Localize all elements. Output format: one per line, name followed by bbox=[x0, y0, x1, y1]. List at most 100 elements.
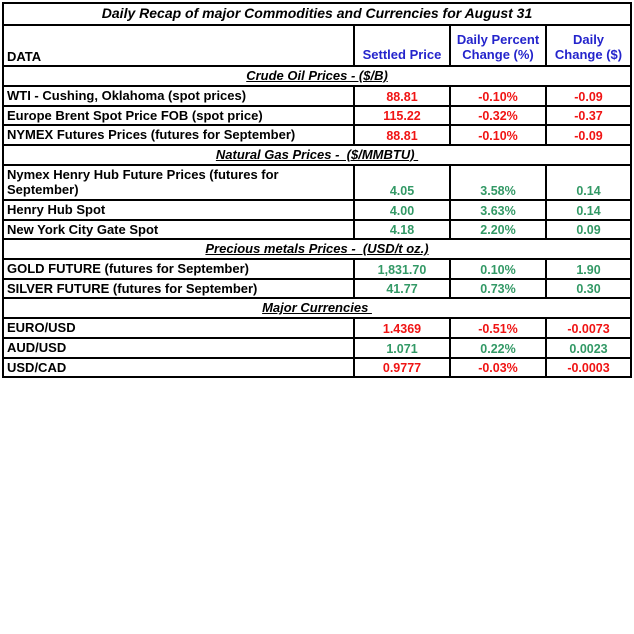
daily-change-value: -0.09 bbox=[574, 128, 603, 143]
daily-change-cell: -0.0073 bbox=[544, 317, 633, 339]
row-label: NYMEX Futures Prices (futures for Septem… bbox=[2, 124, 355, 146]
row-label: New York City Gate Spot bbox=[2, 218, 355, 241]
daily-change-cell: 0.30 bbox=[544, 277, 633, 300]
settled-price-value: 88.81 bbox=[386, 128, 418, 143]
percent-change-cell: -0.51% bbox=[449, 317, 547, 339]
settled-price-cell: 4.18 bbox=[353, 218, 451, 241]
settled-price-cell: 115.22 bbox=[353, 104, 451, 127]
section-cell: Precious metals Prices - (USD/t oz.) bbox=[1, 238, 633, 261]
daily-change-cell: -0.09 bbox=[544, 85, 633, 107]
daily-change-cell: -0.09 bbox=[544, 124, 633, 146]
table-row-brent: Europe Brent Spot Price FOB (spot price)… bbox=[2, 104, 633, 127]
settled-price-value: 1.4369 bbox=[382, 321, 422, 336]
settled-price-value: 4.00 bbox=[389, 203, 415, 218]
settled-price-cell: 0.9777 bbox=[353, 356, 451, 379]
settled-price-cell: 41.77 bbox=[353, 277, 451, 300]
daily-change-cell: 0.0023 bbox=[544, 336, 633, 359]
percent-change-cell: 2.20% bbox=[449, 218, 547, 241]
row-label: USD/CAD bbox=[2, 356, 355, 379]
table-row-nyc-gate-spot: New York City Gate Spot 4.18 2.20% 0.09 bbox=[2, 218, 633, 241]
table-row-nymex-futures: NYMEX Futures Prices (futures for Septem… bbox=[2, 124, 633, 146]
percent-change-value: 3.58% bbox=[480, 183, 516, 198]
table-row-gold-future: GOLD FUTURE (futures for September) 1,83… bbox=[2, 258, 633, 280]
daily-change-value: 0.14 bbox=[576, 203, 601, 218]
percent-change-value: -0.32% bbox=[478, 109, 518, 124]
row-label: GOLD FUTURE (futures for September) bbox=[2, 258, 355, 280]
settled-price-value: 1,831.70 bbox=[377, 262, 427, 277]
daily-change-value: -0.09 bbox=[574, 89, 603, 104]
percent-change-value: 0.22% bbox=[480, 341, 516, 356]
daily-change-cell: 0.09 bbox=[544, 218, 633, 241]
daily-change-cell: -0.0003 bbox=[544, 356, 633, 379]
row-label: EURO/USD bbox=[2, 317, 355, 339]
table-row-silver-future: SILVER FUTURE (futures for September) 41… bbox=[2, 277, 633, 300]
table-row-aud-usd: AUD/USD 1.071 0.22% 0.0023 bbox=[2, 336, 633, 359]
daily-change-value: 1.90 bbox=[576, 262, 601, 277]
column-header-daily-change: Daily Change ($) bbox=[544, 24, 633, 67]
daily-change-value: 0.14 bbox=[576, 183, 601, 198]
percent-change-cell: 0.10% bbox=[449, 258, 547, 280]
daily-change-value: -0.0073 bbox=[567, 321, 610, 336]
section-heading-precious-metals: Precious metals Prices - (USD/t oz.) bbox=[205, 241, 429, 257]
percent-change-value: -0.10% bbox=[478, 128, 518, 143]
spreadsheet-page: Daily Recap of major Commodities and Cur… bbox=[1, 2, 633, 379]
percent-change-value: -0.10% bbox=[478, 89, 518, 104]
column-header-data: DATA bbox=[2, 24, 355, 67]
section-row-major-currencies: Major Currencies bbox=[1, 297, 633, 320]
percent-change-cell: -0.03% bbox=[449, 356, 547, 379]
settled-price-cell: 4.00 bbox=[353, 198, 451, 221]
settled-price-cell: 88.81 bbox=[353, 85, 451, 107]
section-row-crude-oil: Crude Oil Prices - ($/B) bbox=[1, 65, 633, 87]
percent-change-cell: -0.32% bbox=[449, 104, 547, 127]
percent-change-value: 2.20% bbox=[480, 223, 516, 238]
daily-change-value: -0.37 bbox=[574, 109, 603, 124]
settled-price-cell: 4.05 bbox=[353, 163, 451, 201]
percent-change-value: 3.63% bbox=[480, 203, 516, 218]
settled-price-value: 1.071 bbox=[386, 341, 418, 356]
section-cell: Crude Oil Prices - ($/B) bbox=[1, 65, 633, 87]
row-label: AUD/USD bbox=[2, 336, 355, 359]
percent-change-cell: -0.10% bbox=[449, 124, 547, 146]
daily-change-value: 0.0023 bbox=[569, 341, 608, 356]
percent-change-cell: 3.58% bbox=[449, 163, 547, 201]
settled-price-value: 115.22 bbox=[383, 109, 421, 124]
settled-price-value: 41.77 bbox=[386, 282, 418, 297]
section-heading-crude-oil: Crude Oil Prices - ($/B) bbox=[246, 68, 388, 83]
section-cell: Natural Gas Prices - ($/MMBTU) bbox=[1, 143, 633, 166]
daily-change-cell: -0.37 bbox=[544, 104, 633, 127]
settled-price-cell: 1.071 bbox=[353, 336, 451, 359]
percent-change-value: 0.10% bbox=[480, 262, 516, 277]
table-row-wti: WTI - Cushing, Oklahoma (spot prices) 88… bbox=[2, 85, 633, 107]
percent-change-value: -0.51% bbox=[478, 321, 518, 336]
daily-change-cell: 0.14 bbox=[544, 198, 633, 221]
percent-change-cell: -0.10% bbox=[449, 85, 547, 107]
column-header-row: DATA Settled Price Daily Percent Change … bbox=[2, 24, 633, 67]
title-cell: Daily Recap of major Commodities and Cur… bbox=[1, 2, 633, 26]
table-row-henry-hub-spot: Henry Hub Spot 4.00 3.63% 0.14 bbox=[2, 198, 633, 221]
settled-price-value: 88.81 bbox=[386, 89, 418, 104]
daily-change-value: 0.30 bbox=[576, 282, 601, 297]
daily-change-value: 0.09 bbox=[576, 223, 601, 238]
section-heading-major-currencies: Major Currencies bbox=[262, 300, 372, 316]
row-label: SILVER FUTURE (futures for September) bbox=[2, 277, 355, 300]
settled-price-cell: 88.81 bbox=[353, 124, 451, 146]
table-row-nymex-henry-hub-future: Nymex Henry Hub Future Prices (futures f… bbox=[2, 163, 633, 201]
title-row: Daily Recap of major Commodities and Cur… bbox=[1, 2, 633, 26]
row-label: Europe Brent Spot Price FOB (spot price) bbox=[2, 104, 355, 127]
recap-table: Daily Recap of major Commodities and Cur… bbox=[1, 2, 633, 379]
daily-change-cell: 1.90 bbox=[544, 258, 633, 280]
percent-change-value: 0.73% bbox=[480, 282, 516, 297]
settled-price-value: 4.18 bbox=[389, 223, 415, 238]
section-row-precious-metals: Precious metals Prices - (USD/t oz.) bbox=[1, 238, 633, 261]
row-label: WTI - Cushing, Oklahoma (spot prices) bbox=[2, 85, 355, 107]
percent-change-value: -0.03% bbox=[478, 361, 518, 376]
percent-change-cell: 0.73% bbox=[449, 277, 547, 300]
row-label: Henry Hub Spot bbox=[2, 198, 355, 221]
section-cell: Major Currencies bbox=[1, 297, 633, 320]
daily-change-cell: 0.14 bbox=[544, 163, 633, 201]
column-header-settled-price: Settled Price bbox=[353, 24, 451, 67]
settled-price-value: 0.9777 bbox=[382, 361, 422, 376]
section-heading-natural-gas: Natural Gas Prices - ($/MMBTU) bbox=[215, 146, 419, 162]
table-row-usd-cad: USD/CAD 0.9777 -0.03% -0.0003 bbox=[2, 356, 633, 379]
page-title: Daily Recap of major Commodities and Cur… bbox=[101, 5, 533, 21]
